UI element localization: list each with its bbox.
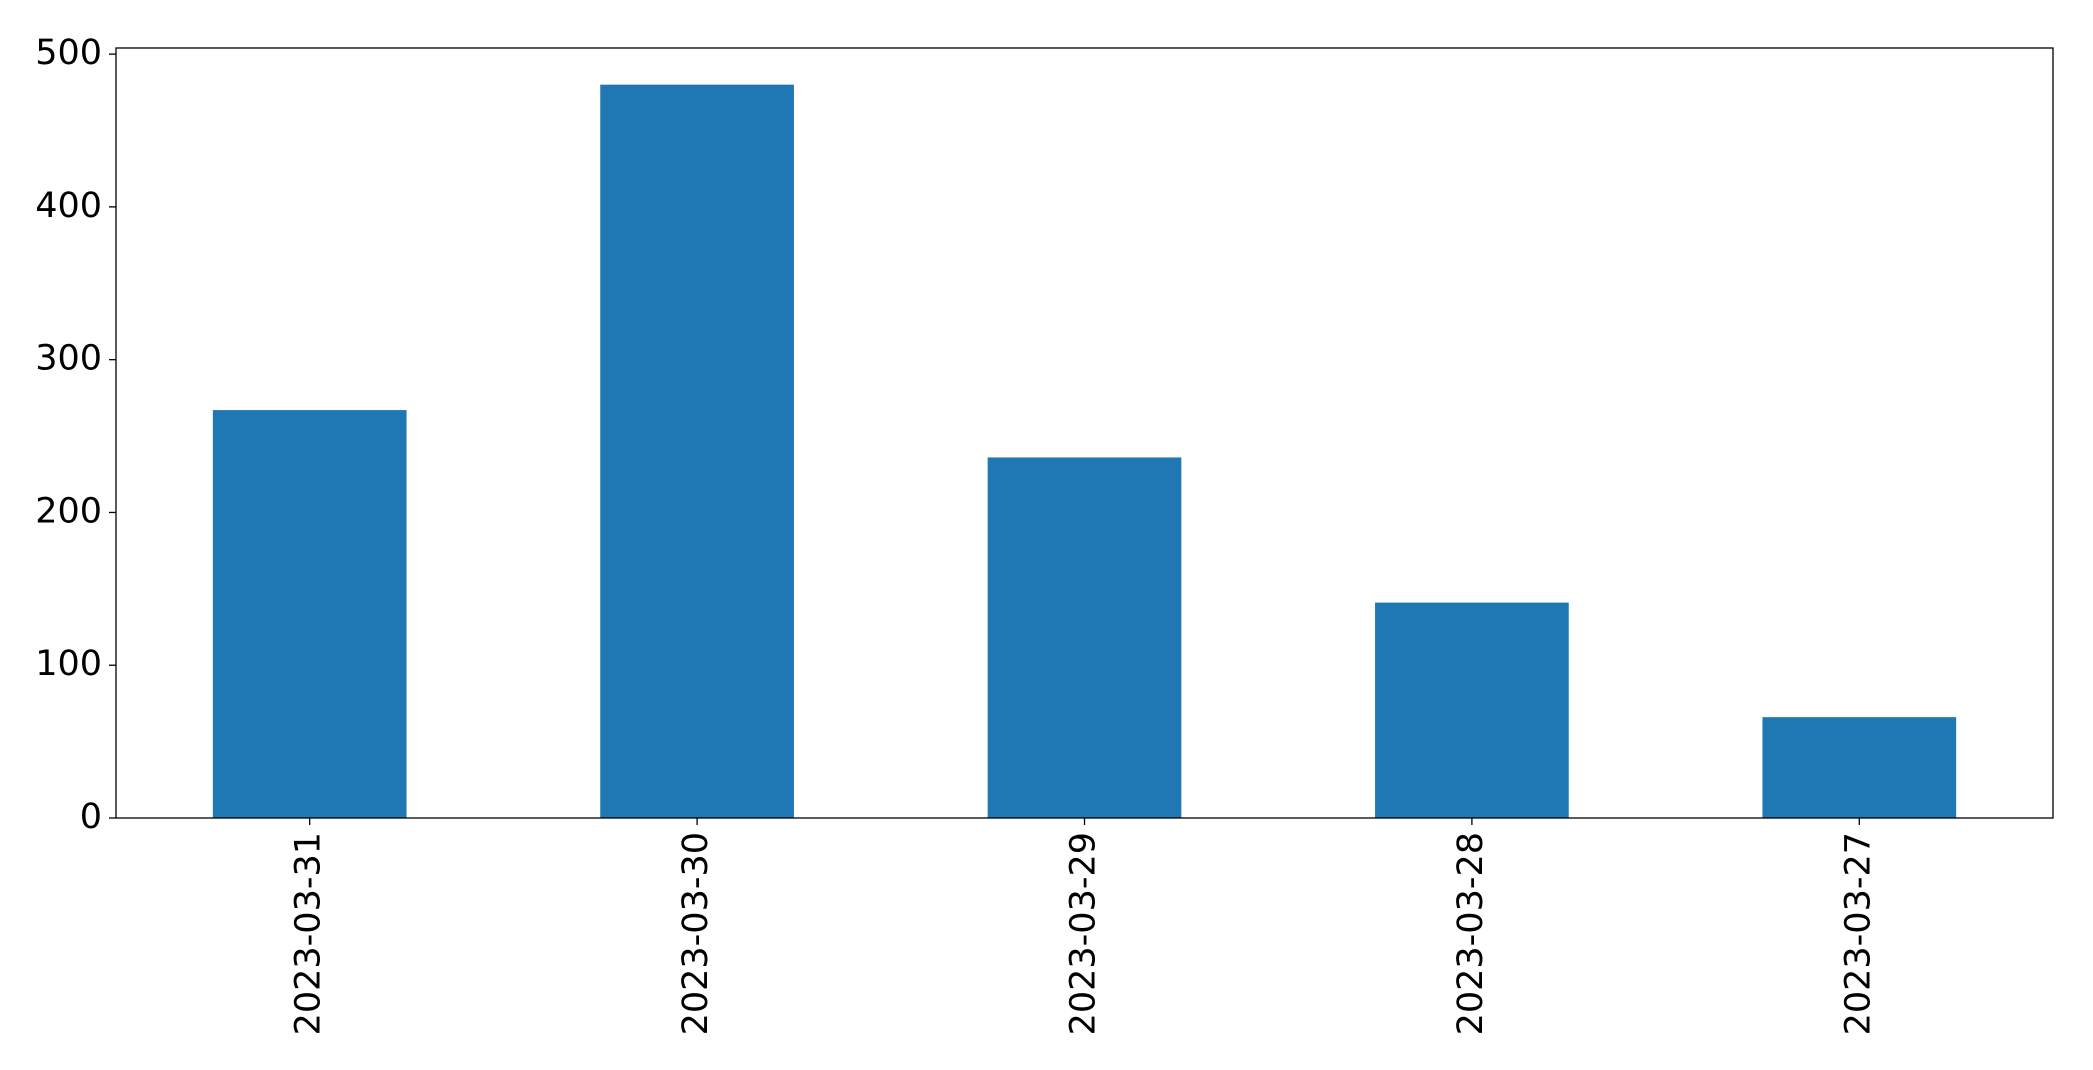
y-tick-label: 0	[80, 797, 102, 837]
bar	[212, 410, 407, 818]
x-tick-label: 2023-03-30	[676, 832, 716, 1035]
y-tick-label: 400	[35, 186, 102, 226]
y-tick-label: 300	[35, 339, 102, 379]
y-tick-label: 500	[35, 33, 102, 73]
bar	[1762, 717, 1957, 818]
x-tick-label: 2023-03-28	[1451, 832, 1491, 1035]
y-tick-label: 100	[35, 644, 102, 684]
bar	[600, 84, 794, 818]
x-tick-label: 2023-03-27	[1838, 832, 1878, 1035]
y-tick-label: 200	[35, 491, 102, 531]
x-tick-label: 2023-03-31	[289, 832, 329, 1035]
bar	[987, 457, 1182, 818]
bar	[1375, 602, 1569, 818]
x-tick-label: 2023-03-29	[1064, 832, 1104, 1035]
plot-frame	[115, 47, 2054, 819]
